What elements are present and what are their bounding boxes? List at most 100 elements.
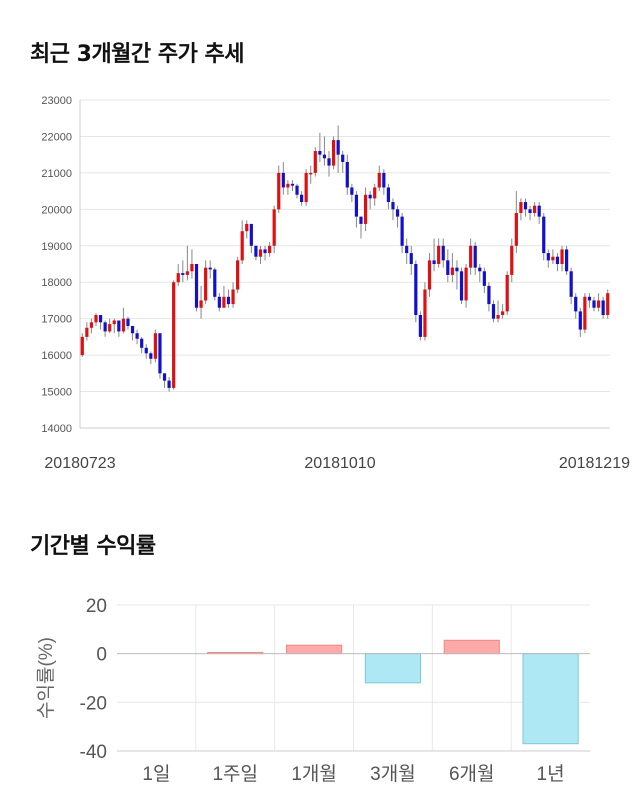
candle-body <box>473 245 477 268</box>
candle-body <box>336 140 340 155</box>
candle-body <box>583 296 587 330</box>
price-trend-title: 최근 3개월간 주가 추세 <box>30 42 244 67</box>
candle-body <box>432 260 436 264</box>
returns-bar <box>285 644 343 655</box>
candle-body <box>286 183 290 188</box>
candle-body <box>331 140 336 166</box>
candle-body <box>455 267 459 272</box>
candle-body <box>80 336 84 356</box>
returns-x-tick-label: 1년 <box>537 763 565 785</box>
candle-body <box>103 322 107 332</box>
candle-body <box>208 267 212 270</box>
price-x-tick-label: 20180723 <box>44 455 115 472</box>
candle-body <box>427 260 432 290</box>
candle-body <box>217 296 221 308</box>
candle-body <box>140 338 144 348</box>
period-returns-title: 기간별 수익률 <box>30 534 156 559</box>
candle-body <box>318 151 322 155</box>
returns-x-tick-label: 1일 <box>142 763 170 785</box>
candle-body <box>304 172 308 203</box>
candle-body <box>546 253 550 261</box>
candle-body <box>135 333 139 339</box>
candle-body <box>596 300 601 308</box>
candle-body <box>350 187 354 195</box>
candle-body <box>373 187 377 199</box>
candle-body <box>514 212 518 246</box>
candle-body <box>469 245 473 268</box>
candle-body <box>446 260 450 275</box>
candle-body <box>176 273 180 283</box>
price-y-tick-label: 22000 <box>41 131 72 143</box>
candle-body <box>181 273 185 275</box>
candle-body <box>204 267 208 301</box>
candle-body <box>491 304 496 319</box>
candle-body <box>236 260 240 290</box>
candle-body <box>555 256 560 264</box>
returns-bar <box>522 653 579 745</box>
candle-body <box>496 315 500 319</box>
candle-body <box>363 194 368 224</box>
candle-body <box>345 161 349 188</box>
candle-body <box>405 245 409 254</box>
candle-body <box>222 296 226 308</box>
candle-body <box>162 373 167 381</box>
candle-body <box>295 185 299 195</box>
candle-body <box>277 172 281 210</box>
returns-y-tick-label: -20 <box>80 693 107 714</box>
returns-y-axis-label: 수익률(%) <box>35 637 57 719</box>
candle-body <box>487 285 491 305</box>
candle-body <box>85 327 89 337</box>
candle-body <box>501 311 505 316</box>
candle-body <box>281 172 285 188</box>
candle-body <box>377 172 381 188</box>
candle-body <box>574 296 578 312</box>
candle-body <box>418 315 422 337</box>
candle-body <box>560 249 564 264</box>
candle-body <box>309 172 313 175</box>
candle-body <box>172 282 176 388</box>
candle-body <box>167 380 171 388</box>
candle-body <box>510 245 514 275</box>
candle-body <box>601 300 605 316</box>
returns-x-tick-label: 3개월 <box>370 763 416 785</box>
candle-body <box>112 320 116 325</box>
candle-body <box>290 183 295 186</box>
candle-body <box>359 216 363 224</box>
candle-body <box>533 205 537 213</box>
candle-body <box>249 223 253 246</box>
candle-body <box>391 202 395 210</box>
price-y-tick-label: 23000 <box>41 95 72 107</box>
candle-body <box>258 249 263 257</box>
candle-body <box>144 347 148 354</box>
candle-body <box>130 325 135 334</box>
candle-body <box>437 245 441 264</box>
candle-body <box>523 202 528 210</box>
candle-body <box>478 267 482 272</box>
candle-body <box>153 333 157 359</box>
candle-body <box>199 300 203 308</box>
candle-body <box>126 318 130 326</box>
price-x-tick-label: 20181010 <box>304 455 375 472</box>
candle-body <box>263 249 267 254</box>
candle-body <box>108 324 112 332</box>
returns-y-tick-label: 20 <box>86 596 107 617</box>
candle-body <box>354 194 359 217</box>
candle-body <box>592 300 596 308</box>
candle-body <box>272 209 276 246</box>
candle-body <box>327 158 331 166</box>
candle-body <box>94 315 98 323</box>
candle-body <box>587 296 592 301</box>
price-y-tick-label: 19000 <box>41 241 72 253</box>
candle-body <box>117 320 121 332</box>
candle-body <box>400 216 404 246</box>
candle-body <box>528 209 532 213</box>
candle-body <box>194 264 199 308</box>
candle-body <box>245 223 249 232</box>
candle-body <box>464 267 468 301</box>
candle-body <box>569 271 573 297</box>
returns-x-tick-label: 1주일 <box>212 763 258 785</box>
candle-body <box>423 289 427 337</box>
candle-body <box>519 202 523 213</box>
candle-body <box>190 264 194 272</box>
price-y-tick-label: 15000 <box>41 387 72 399</box>
